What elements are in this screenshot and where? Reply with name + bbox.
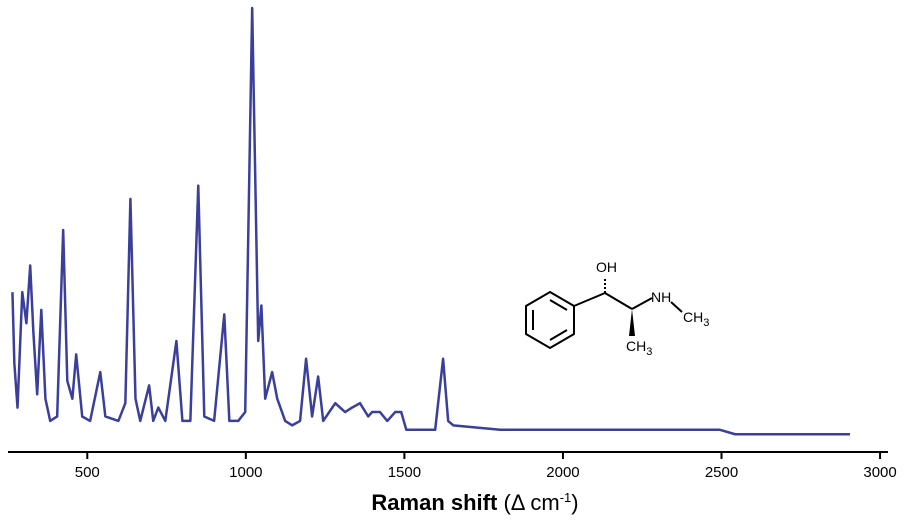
annotation: CH3 bbox=[683, 309, 709, 329]
bond bbox=[631, 297, 653, 310]
x-tick-label: 1500 bbox=[388, 464, 421, 481]
molecule: OH NH CH3 CH3 bbox=[525, 259, 709, 358]
wedge-bond bbox=[629, 309, 635, 336]
x-label-close: ) bbox=[571, 490, 578, 515]
x-tick-label: 2500 bbox=[705, 464, 738, 481]
bond bbox=[573, 292, 606, 307]
x-label-sup: -1 bbox=[560, 490, 572, 505]
x-tick-label: 3000 bbox=[863, 464, 896, 481]
x-axis-label: Raman shift (Δ cm-1) bbox=[371, 490, 578, 515]
bond bbox=[549, 329, 568, 341]
x-tick-label: 2000 bbox=[546, 464, 579, 481]
x-label-main: Raman shift bbox=[371, 490, 498, 515]
spectrum-line bbox=[11, 6, 850, 436]
x-tick-label: 1000 bbox=[229, 464, 262, 481]
annotation: OH bbox=[596, 259, 617, 275]
annotation: CH3 bbox=[626, 338, 652, 358]
bond bbox=[670, 301, 683, 313]
x-tick-label: 500 bbox=[75, 464, 100, 481]
annotation-text: CH bbox=[683, 309, 703, 325]
bond bbox=[604, 292, 633, 310]
annotation-text: CH bbox=[626, 338, 646, 354]
annotation-subscript: 3 bbox=[703, 317, 709, 329]
annotation: NH bbox=[651, 289, 671, 305]
annotation-subscript: 3 bbox=[646, 346, 652, 358]
bond bbox=[549, 299, 568, 311]
x-label-unit: (Δ cm bbox=[503, 490, 559, 515]
